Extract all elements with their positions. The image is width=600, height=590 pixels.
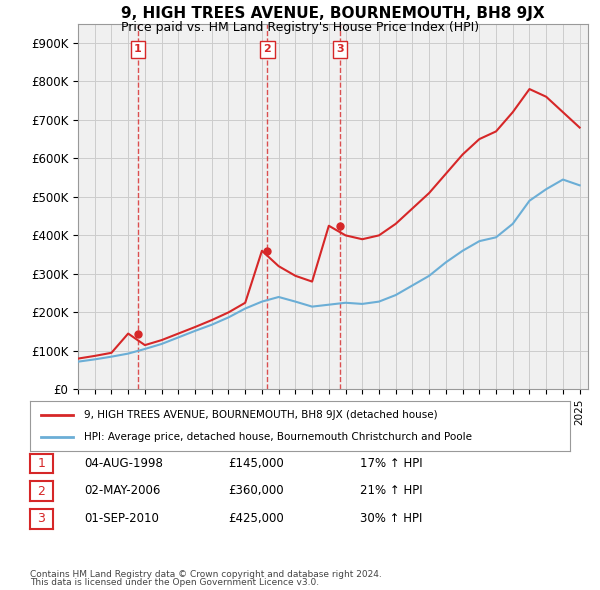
Text: Contains HM Land Registry data © Crown copyright and database right 2024.: Contains HM Land Registry data © Crown c… <box>30 571 382 579</box>
Text: 1: 1 <box>134 44 142 54</box>
Text: £145,000: £145,000 <box>228 457 284 470</box>
Text: 21% ↑ HPI: 21% ↑ HPI <box>360 484 422 497</box>
Title: 9, HIGH TREES AVENUE, BOURNEMOUTH, BH8 9JX: 9, HIGH TREES AVENUE, BOURNEMOUTH, BH8 9… <box>121 6 545 21</box>
Text: Price paid vs. HM Land Registry's House Price Index (HPI): Price paid vs. HM Land Registry's House … <box>121 21 479 34</box>
Text: 01-SEP-2010: 01-SEP-2010 <box>84 512 159 525</box>
Text: 9, HIGH TREES AVENUE, BOURNEMOUTH, BH8 9JX (detached house): 9, HIGH TREES AVENUE, BOURNEMOUTH, BH8 9… <box>84 410 437 420</box>
Text: 30% ↑ HPI: 30% ↑ HPI <box>360 512 422 525</box>
Text: 3: 3 <box>37 512 46 526</box>
Text: 3: 3 <box>336 44 344 54</box>
Text: 17% ↑ HPI: 17% ↑ HPI <box>360 457 422 470</box>
Text: HPI: Average price, detached house, Bournemouth Christchurch and Poole: HPI: Average price, detached house, Bour… <box>84 432 472 442</box>
Text: 2: 2 <box>37 484 46 498</box>
Text: This data is licensed under the Open Government Licence v3.0.: This data is licensed under the Open Gov… <box>30 578 319 587</box>
Text: 04-AUG-1998: 04-AUG-1998 <box>84 457 163 470</box>
Text: £360,000: £360,000 <box>228 484 284 497</box>
Text: £425,000: £425,000 <box>228 512 284 525</box>
Text: 1: 1 <box>37 457 46 470</box>
Text: 02-MAY-2006: 02-MAY-2006 <box>84 484 160 497</box>
Text: 2: 2 <box>263 44 271 54</box>
